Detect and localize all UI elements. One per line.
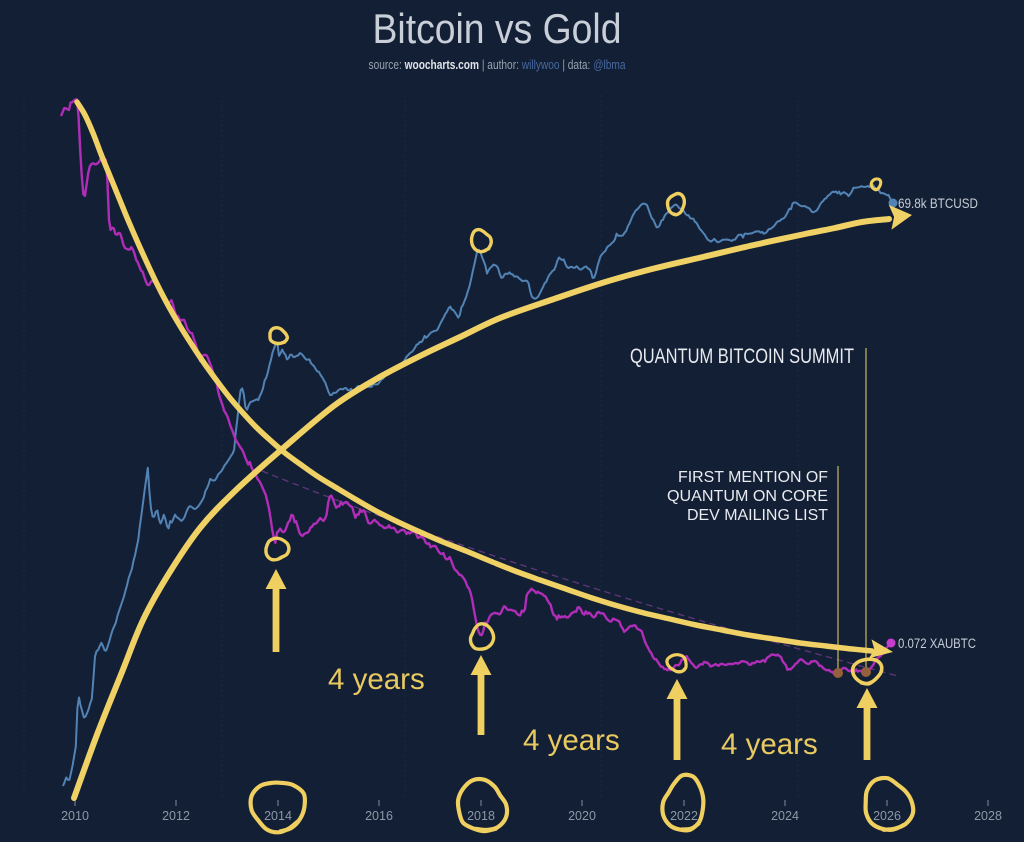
svg-text:2014: 2014 xyxy=(264,809,292,823)
svg-text:2018: 2018 xyxy=(467,809,495,823)
svg-text:2026: 2026 xyxy=(873,809,901,823)
svg-text:0.072 XAUBTC: 0.072 XAUBTC xyxy=(898,636,976,651)
svg-text:4 years: 4 years xyxy=(721,728,818,761)
svg-text:2012: 2012 xyxy=(162,809,190,823)
svg-text:QUANTUM ON CORE: QUANTUM ON CORE xyxy=(667,488,828,505)
svg-text:2010: 2010 xyxy=(61,809,89,823)
svg-text:2022: 2022 xyxy=(670,809,698,823)
svg-text:4 years: 4 years xyxy=(523,724,620,757)
svg-text:2024: 2024 xyxy=(771,809,799,823)
svg-text:69.8k BTCUSD: 69.8k BTCUSD xyxy=(898,196,978,211)
svg-text:2028: 2028 xyxy=(974,809,1002,823)
svg-text:2016: 2016 xyxy=(365,809,393,823)
svg-text:QUANTUM BITCOIN SUMMIT: QUANTUM BITCOIN SUMMIT xyxy=(630,345,854,368)
svg-text:2020: 2020 xyxy=(568,809,596,823)
svg-text:Bitcoin vs Gold: Bitcoin vs Gold xyxy=(373,5,622,52)
svg-text:FIRST MENTION OF: FIRST MENTION OF xyxy=(678,469,828,486)
svg-text:DEV MAILING LIST: DEV MAILING LIST xyxy=(687,507,828,524)
svg-text:source: woocharts.com | author: source: woocharts.com | author: willywoo… xyxy=(369,57,627,72)
svg-text:4 years: 4 years xyxy=(328,663,425,696)
